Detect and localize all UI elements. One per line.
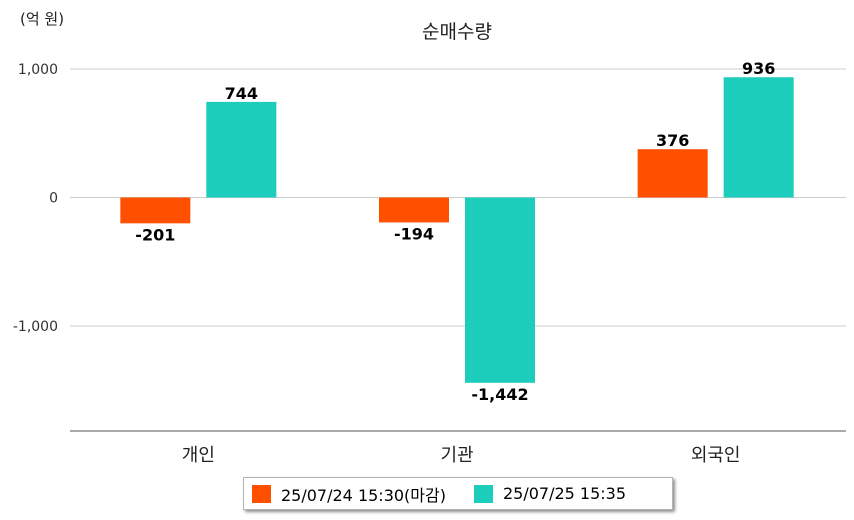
data-label: -194: [394, 224, 434, 243]
data-labels: -201 744 -194 -1,442 376 936: [135, 59, 775, 404]
data-label: -1,442: [471, 385, 528, 404]
bar[interactable]: [723, 77, 794, 198]
legend-label-series-1: 25/07/24 15:30(마감): [281, 485, 446, 505]
bar[interactable]: [465, 197, 535, 383]
x-tick-label: 개인: [182, 445, 215, 466]
legend: 25/07/24 15:30(마감) 25/07/25 15:35: [243, 477, 673, 510]
legend-label-series-2: 25/07/25 15:35: [502, 484, 627, 503]
legend-swatch-series-1: [252, 484, 271, 503]
legend-item-series-2[interactable]: 25/07/25 15:35: [473, 484, 627, 503]
bar[interactable]: [206, 101, 277, 198]
y-tick-label: -1,000: [13, 319, 58, 335]
data-label: -201: [135, 225, 175, 244]
y-tick-label: 1,000: [18, 62, 58, 78]
y-tick-labels: 1,000 0 -1,000: [13, 62, 58, 335]
bars: [120, 77, 794, 383]
x-tick-labels: 개인 기관 외국인: [182, 445, 741, 466]
unit-label: (억 원): [20, 10, 65, 28]
legend-item-series-1[interactable]: 25/07/24 15:30(마감): [252, 482, 446, 506]
legend-swatch-series-2: [473, 484, 493, 503]
x-tick-label: 외국인: [691, 445, 741, 466]
data-label: 936: [742, 59, 775, 78]
bar[interactable]: [379, 197, 449, 223]
chart-title: 순매수량: [422, 21, 492, 43]
data-label: 376: [656, 131, 689, 150]
y-tick-label: 0: [49, 191, 58, 207]
grid-lines: [70, 68, 846, 327]
bar[interactable]: [120, 197, 191, 224]
data-label: 744: [225, 84, 258, 103]
bar[interactable]: [637, 149, 708, 198]
x-tick-label: 기관: [440, 445, 473, 466]
